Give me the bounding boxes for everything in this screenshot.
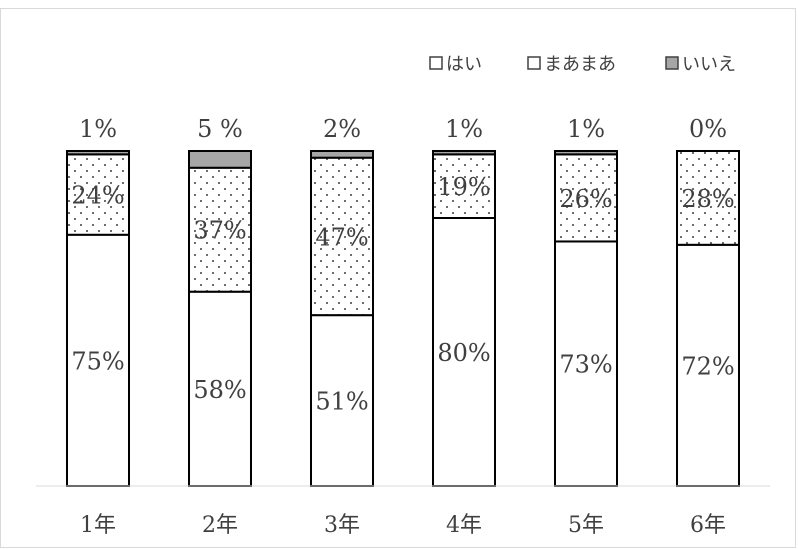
data-label-2-3: 47% [315, 223, 368, 251]
bar-segment-2-3 [310, 156, 374, 317]
bar-segment-3-5 [554, 150, 618, 156]
legend-label-2: まあまあ [544, 54, 616, 75]
legend-label-1: はい [446, 54, 482, 75]
top-label-6: 0% [689, 115, 727, 143]
top-label-1: 1% [79, 115, 117, 143]
top-value-labels: 1% 5 % 2% 1% 1% 0% [79, 115, 727, 143]
x-tick-label-2: 2年 [202, 513, 238, 538]
chart-frame [0, 8, 796, 548]
bar-segment-3-3 [310, 150, 374, 159]
x-tick-label-5: 5年 [568, 513, 604, 538]
x-tick-label-3: 3年 [324, 513, 360, 538]
data-label-2-1: 24% [71, 182, 124, 210]
bar-segment-1-3 [310, 314, 374, 487]
data-label-1-5: 73% [559, 351, 612, 379]
bar-segment-2-2 [188, 166, 252, 293]
legend-swatch-3 [665, 56, 679, 70]
bar-group: 75% 24% 58% 37% 51% 47% 80% 19% 73% 26% 72% 28% [66, 150, 740, 488]
data-label-2-4: 19% [437, 173, 490, 201]
bar-segment-1-1 [66, 233, 130, 487]
bar-segment-1-4 [432, 217, 496, 487]
legend-label-3: いいえ [682, 54, 736, 75]
legend-swatch-2 [527, 56, 541, 70]
legend-swatch-1 [429, 56, 443, 70]
x-tick-label-1: 1年 [80, 513, 116, 538]
bar-segment-1-5 [554, 240, 618, 487]
top-label-5: 1% [567, 115, 605, 143]
top-label-2: 5 % [197, 115, 243, 143]
data-label-1-4: 80% [437, 339, 490, 367]
bar-segment-2-4 [432, 153, 496, 220]
data-label-1-6: 72% [681, 352, 734, 380]
bar-segment-3-1 [66, 150, 130, 156]
x-tick-label-4: 4年 [446, 513, 482, 538]
chart-legend: はい まあまあ いいえ [429, 54, 736, 75]
bar-segment-1-2 [188, 290, 252, 488]
bar-segment-3-4 [432, 150, 496, 156]
data-label-2-6: 28% [681, 185, 734, 213]
x-tick-labels: 1年 2年 3年 4年 5年 6年 [80, 513, 726, 538]
data-label-1-2: 58% [193, 376, 246, 404]
data-label-2-2: 37% [193, 217, 246, 245]
data-label-1-1: 75% [71, 347, 124, 375]
bar-segment-2-5 [554, 153, 618, 243]
x-tick-label-6: 6年 [690, 513, 726, 538]
data-label-2-5: 26% [559, 185, 612, 213]
data-label-1-3: 51% [315, 388, 368, 416]
top-label-4: 1% [445, 115, 483, 143]
bar-segment-1-6 [676, 243, 740, 487]
bar-segment-3-2 [188, 150, 252, 169]
bar-segment-2-6 [676, 150, 740, 246]
top-label-3: 2% [323, 115, 361, 143]
